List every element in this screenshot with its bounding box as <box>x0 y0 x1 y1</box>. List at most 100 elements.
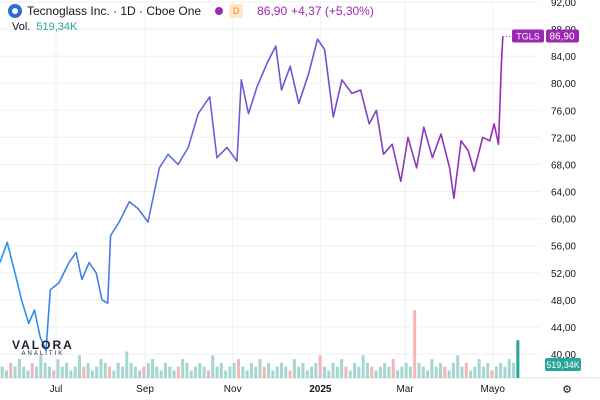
y-tick-label: 64,00 <box>551 188 576 199</box>
volume-bar <box>146 362 150 378</box>
volume-readout: Vol. 519,34K <box>12 21 77 33</box>
volume-bar <box>26 370 30 378</box>
volume-bar <box>116 362 120 378</box>
volume-bar <box>503 366 507 378</box>
x-tick-label: Sep <box>136 384 154 395</box>
chart-header: Tecnoglass Inc. · 1D · Cboe One D 86,90 … <box>8 4 374 18</box>
volume-bar <box>82 366 86 378</box>
volume-bar <box>318 355 322 378</box>
volume-bar <box>69 370 73 378</box>
volume-bar <box>129 362 133 378</box>
y-tick-label: 92,00 <box>551 0 576 9</box>
tecnoglass-logo-icon <box>8 4 22 18</box>
y-tick-label: 60,00 <box>551 215 576 226</box>
volume-bar <box>168 366 172 378</box>
volume-tag <box>545 358 581 371</box>
x-tick-label: 2025 <box>309 384 332 395</box>
x-axis-labels: Jul Sep Nov 2025 Mar Mayo <box>50 384 506 395</box>
volume-bar <box>138 370 142 378</box>
grid-lines <box>0 1 600 379</box>
volume-bar <box>490 370 494 378</box>
volume-bar <box>254 366 258 378</box>
volume-bar <box>464 362 468 378</box>
volume-value: 519,34K <box>36 21 78 33</box>
volume-bar <box>340 359 344 378</box>
volume-bar <box>473 366 477 378</box>
brand-tagline: ANALITIK <box>21 351 65 357</box>
volume-bar <box>86 362 90 378</box>
volume-bar <box>447 370 451 378</box>
volume-bar <box>404 362 408 378</box>
volume-bar <box>267 362 271 378</box>
volume-bar <box>133 366 137 378</box>
volume-bar <box>185 362 189 378</box>
volume-bar <box>383 362 387 378</box>
volume-bar <box>112 370 116 378</box>
volume-bar <box>245 370 249 378</box>
volume-bar <box>297 366 301 378</box>
y-tick-label: 52,00 <box>551 269 576 280</box>
volume-bar <box>516 340 520 378</box>
volume-label: Vol. <box>12 21 31 33</box>
volume-bar <box>258 359 262 378</box>
volume-bar <box>438 362 442 378</box>
volume-bar <box>237 359 241 378</box>
volume-bar <box>451 362 455 378</box>
gear-icon[interactable]: ⚙ <box>562 384 572 396</box>
volume-bar <box>22 366 26 378</box>
volume-bar <box>9 362 13 378</box>
price-change: +4,37 (+5,30%) <box>291 4 374 18</box>
volume-bar <box>348 370 352 378</box>
volume-bar <box>443 366 447 378</box>
price-line-layer <box>0 36 504 352</box>
volume-bar <box>125 351 129 378</box>
volume-bar <box>271 370 275 378</box>
price-series-line <box>0 36 504 352</box>
x-tick-label: Nov <box>224 384 242 395</box>
y-tick-label: 84,00 <box>551 52 576 63</box>
volume-bar <box>241 366 245 378</box>
volume-bar <box>30 362 34 378</box>
volume-bar <box>494 366 498 378</box>
volume-bar <box>512 362 516 378</box>
volume-bar <box>331 362 335 378</box>
volume-bar <box>181 359 185 378</box>
volume-bar <box>284 366 288 378</box>
volume-bar <box>335 366 339 378</box>
brand-name: VALORA <box>12 338 74 352</box>
volume-bar <box>224 370 228 378</box>
y-axis-labels: 40,00 44,00 48,00 52,00 56,00 60,00 64,00 68,00… <box>551 0 576 361</box>
volume-bar <box>305 370 309 378</box>
volume-bar <box>90 370 94 378</box>
volume-bar <box>361 355 365 378</box>
volume-bar <box>73 366 77 378</box>
symbol-title[interactable]: Tecnoglass Inc. · 1D · Cboe One <box>27 4 202 18</box>
volume-bar <box>413 310 417 378</box>
volume-bar <box>322 366 326 378</box>
volume-bar <box>163 362 167 378</box>
volume-bar <box>189 370 193 378</box>
volume-bar <box>357 366 361 378</box>
volume-tag-label: 519,34K <box>546 360 580 370</box>
status-dot-icon <box>215 7 224 15</box>
volume-bar <box>17 359 21 378</box>
y-tick-label: 68,00 <box>551 160 576 171</box>
volume-bar <box>39 355 43 378</box>
volume-bar <box>288 370 292 378</box>
volume-bar <box>279 362 283 378</box>
volume-bar <box>353 362 357 378</box>
volume-bar <box>327 370 331 378</box>
volume-bar <box>0 366 4 378</box>
volume-bar <box>486 362 490 378</box>
volume-bar <box>460 366 464 378</box>
volume-bar <box>301 362 305 378</box>
volume-bar <box>507 359 511 378</box>
volume-bar <box>434 366 438 378</box>
volume-bar <box>387 366 391 378</box>
volume-bar <box>198 362 202 378</box>
volume-bar <box>365 362 369 378</box>
volume-bar <box>78 355 82 378</box>
volume-bar <box>13 366 17 378</box>
volume-bar <box>426 370 430 378</box>
